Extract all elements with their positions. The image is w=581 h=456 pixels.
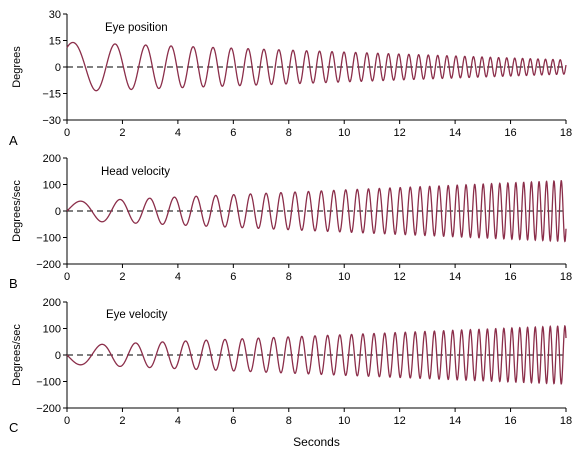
x-tick-label: 14 <box>449 271 461 283</box>
x-axis-label: Seconds <box>293 435 340 449</box>
x-tick-label: 8 <box>286 415 292 427</box>
x-tick-label: 14 <box>449 127 461 139</box>
x-tick-label: 8 <box>286 127 292 139</box>
x-tick-label: 10 <box>338 127 350 139</box>
panel-letter: B <box>9 276 18 291</box>
x-tick-label: 10 <box>338 271 350 283</box>
panel-title: Head velocity <box>101 166 170 178</box>
x-tick-label: 0 <box>64 415 70 427</box>
x-tick-label: 0 <box>64 271 70 283</box>
y-tick-label: −30 <box>42 115 61 127</box>
x-tick-label: 18 <box>560 271 572 283</box>
x-tick-label: 2 <box>119 127 125 139</box>
x-tick-label: 16 <box>504 127 516 139</box>
series-line <box>66 180 567 243</box>
y-tick-label: 200 <box>43 297 61 309</box>
x-tick-label: 18 <box>560 127 572 139</box>
series-line <box>66 324 567 385</box>
y-axis-label: Degrees <box>11 46 23 88</box>
y-tick-label: −100 <box>36 377 61 389</box>
x-tick-label: 10 <box>338 415 350 427</box>
x-tick-label: 8 <box>286 271 292 283</box>
y-tick-label: −15 <box>42 89 61 101</box>
x-tick-label: 12 <box>394 415 406 427</box>
panel-title: Eye velocity <box>106 309 168 321</box>
x-tick-label: 12 <box>394 127 406 139</box>
panel-letter: A <box>9 133 18 148</box>
y-tick-label: −100 <box>36 233 61 245</box>
x-tick-label: 14 <box>449 415 461 427</box>
x-tick-label: 16 <box>504 271 516 283</box>
x-tick-label: 6 <box>230 415 236 427</box>
x-tick-label: 2 <box>119 415 125 427</box>
x-tick-label: 18 <box>560 415 572 427</box>
y-tick-label: 0 <box>55 62 61 74</box>
panel-letter: C <box>9 420 18 435</box>
x-tick-label: 6 <box>230 271 236 283</box>
x-tick-label: 16 <box>504 415 516 427</box>
y-tick-label: −200 <box>36 403 61 415</box>
y-tick-label: 30 <box>49 9 61 21</box>
y-tick-label: 200 <box>43 153 61 165</box>
y-tick-label: 0 <box>55 206 61 218</box>
x-tick-label: 2 <box>119 271 125 283</box>
x-tick-label: 6 <box>230 127 236 139</box>
y-axis-label: Degrees/sec <box>11 324 23 386</box>
y-tick-label: 100 <box>43 180 61 192</box>
x-tick-label: 4 <box>175 127 181 139</box>
y-tick-label: 15 <box>49 36 61 48</box>
x-tick-label: 4 <box>175 415 181 427</box>
x-tick-label: 4 <box>175 271 181 283</box>
y-tick-label: 100 <box>43 324 61 336</box>
panel-title: Eye position <box>105 22 168 34</box>
x-tick-label: 12 <box>394 271 406 283</box>
y-tick-label: −200 <box>36 259 61 271</box>
series-line <box>66 41 567 92</box>
y-axis-label: Degrees/sec <box>11 180 23 242</box>
y-tick-label: 0 <box>55 350 61 362</box>
x-tick-label: 0 <box>64 127 70 139</box>
